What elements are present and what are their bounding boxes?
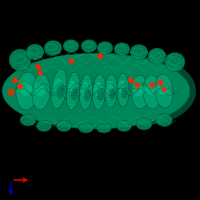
Ellipse shape (134, 84, 144, 96)
Ellipse shape (84, 89, 91, 101)
Ellipse shape (51, 69, 67, 109)
Ellipse shape (68, 80, 75, 96)
Ellipse shape (56, 85, 65, 99)
Ellipse shape (16, 72, 38, 110)
Ellipse shape (165, 52, 185, 72)
Ellipse shape (130, 44, 148, 60)
Ellipse shape (81, 82, 88, 96)
Ellipse shape (148, 48, 166, 64)
Ellipse shape (116, 120, 132, 132)
Ellipse shape (117, 73, 129, 107)
Ellipse shape (2, 53, 190, 129)
Ellipse shape (94, 82, 101, 96)
Ellipse shape (156, 114, 172, 126)
Ellipse shape (158, 83, 168, 95)
Ellipse shape (26, 44, 44, 60)
Ellipse shape (121, 87, 128, 99)
Ellipse shape (97, 41, 113, 55)
Ellipse shape (92, 74, 106, 110)
Ellipse shape (35, 84, 45, 96)
Ellipse shape (96, 123, 112, 133)
Ellipse shape (109, 88, 116, 100)
Ellipse shape (136, 118, 152, 130)
Ellipse shape (79, 74, 93, 110)
Ellipse shape (106, 81, 113, 95)
Ellipse shape (97, 89, 104, 101)
Ellipse shape (63, 40, 79, 52)
Ellipse shape (54, 78, 62, 94)
Ellipse shape (66, 72, 80, 110)
Ellipse shape (9, 49, 31, 71)
Ellipse shape (118, 80, 125, 94)
Ellipse shape (81, 40, 97, 52)
Ellipse shape (19, 82, 33, 96)
Ellipse shape (105, 74, 117, 108)
Ellipse shape (36, 120, 52, 132)
Ellipse shape (32, 74, 50, 110)
Ellipse shape (143, 75, 161, 109)
Ellipse shape (78, 123, 94, 133)
Ellipse shape (92, 57, 196, 125)
Ellipse shape (20, 114, 36, 126)
Ellipse shape (146, 84, 156, 96)
Ellipse shape (155, 74, 173, 108)
Ellipse shape (71, 87, 78, 101)
Ellipse shape (44, 40, 62, 56)
Ellipse shape (114, 43, 130, 55)
Ellipse shape (56, 120, 72, 132)
Ellipse shape (131, 75, 149, 109)
